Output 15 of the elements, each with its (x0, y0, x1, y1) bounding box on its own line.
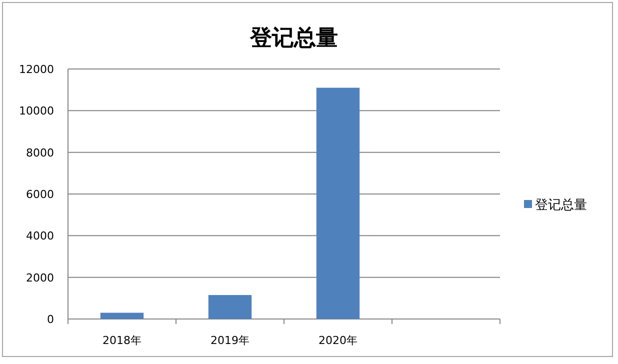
chart-title: 登记总量 (249, 25, 338, 51)
y-tick-label: 8000 (26, 146, 54, 160)
y-tick-label: 4000 (26, 230, 54, 243)
y-tick-label: 0 (47, 313, 54, 326)
x-tick-label: 2019年 (210, 334, 250, 347)
bar (316, 88, 360, 319)
bar (208, 295, 252, 319)
y-tick-label: 10000 (19, 104, 54, 118)
y-tick-label: 6000 (26, 188, 54, 201)
legend-label: 登记总量 (535, 198, 587, 213)
x-tick-label: 2020年 (318, 334, 358, 347)
y-tick-label: 2000 (26, 271, 54, 284)
x-tick-label: 2018年 (102, 334, 142, 347)
bar (100, 312, 144, 319)
y-tick-label: 12000 (19, 63, 54, 76)
